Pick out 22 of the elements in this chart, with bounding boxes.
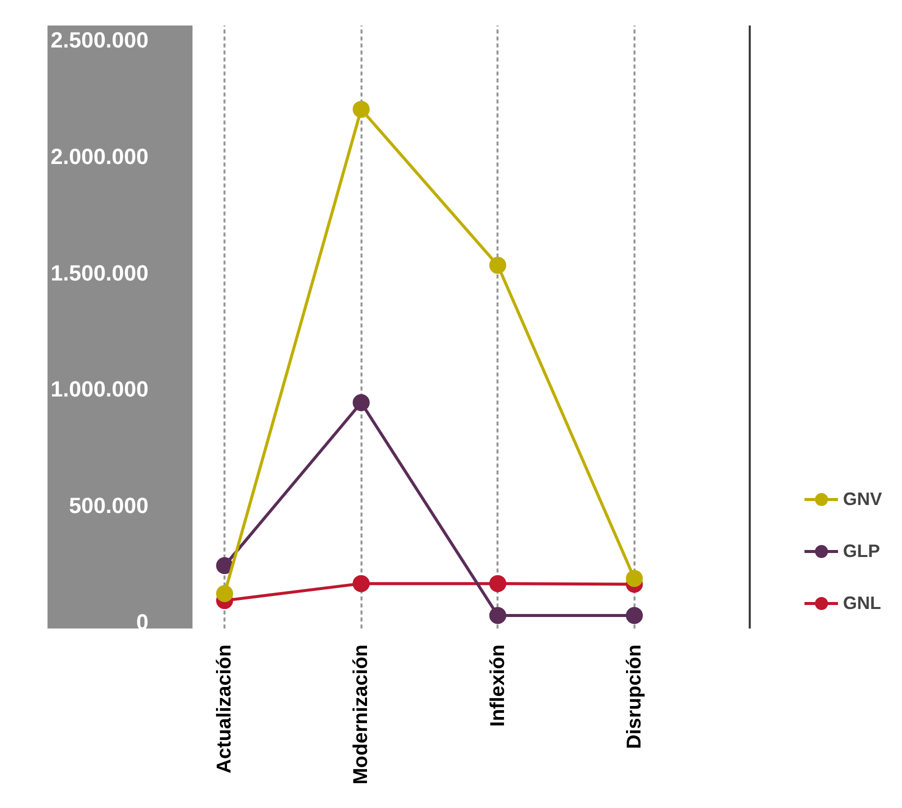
point [216,585,234,602]
legend-label: GNV [842,488,882,510]
point [352,575,370,592]
y-tick-label: 2.000.000 [50,144,149,169]
point [352,394,370,412]
point [352,100,370,118]
legend-label: GNL [842,592,881,614]
point [489,575,506,592]
y-tick-label: 500.000 [68,493,149,518]
y-tick-label: 2.500.000 [50,27,149,52]
x-tick-label: Disrupción [623,644,646,749]
point [489,606,506,624]
legend-label: GLP [842,540,880,562]
point [216,557,234,574]
point [489,256,506,274]
point [626,570,643,587]
y-tick-label: 1.500.000 [50,260,149,286]
x-tick-label: Modernización [350,644,372,785]
x-tick-label: Actualización [214,644,236,774]
point [626,606,643,624]
x-tick-label: Inflexión [486,644,509,727]
y-tick-label: 1.000.000 [50,376,149,402]
